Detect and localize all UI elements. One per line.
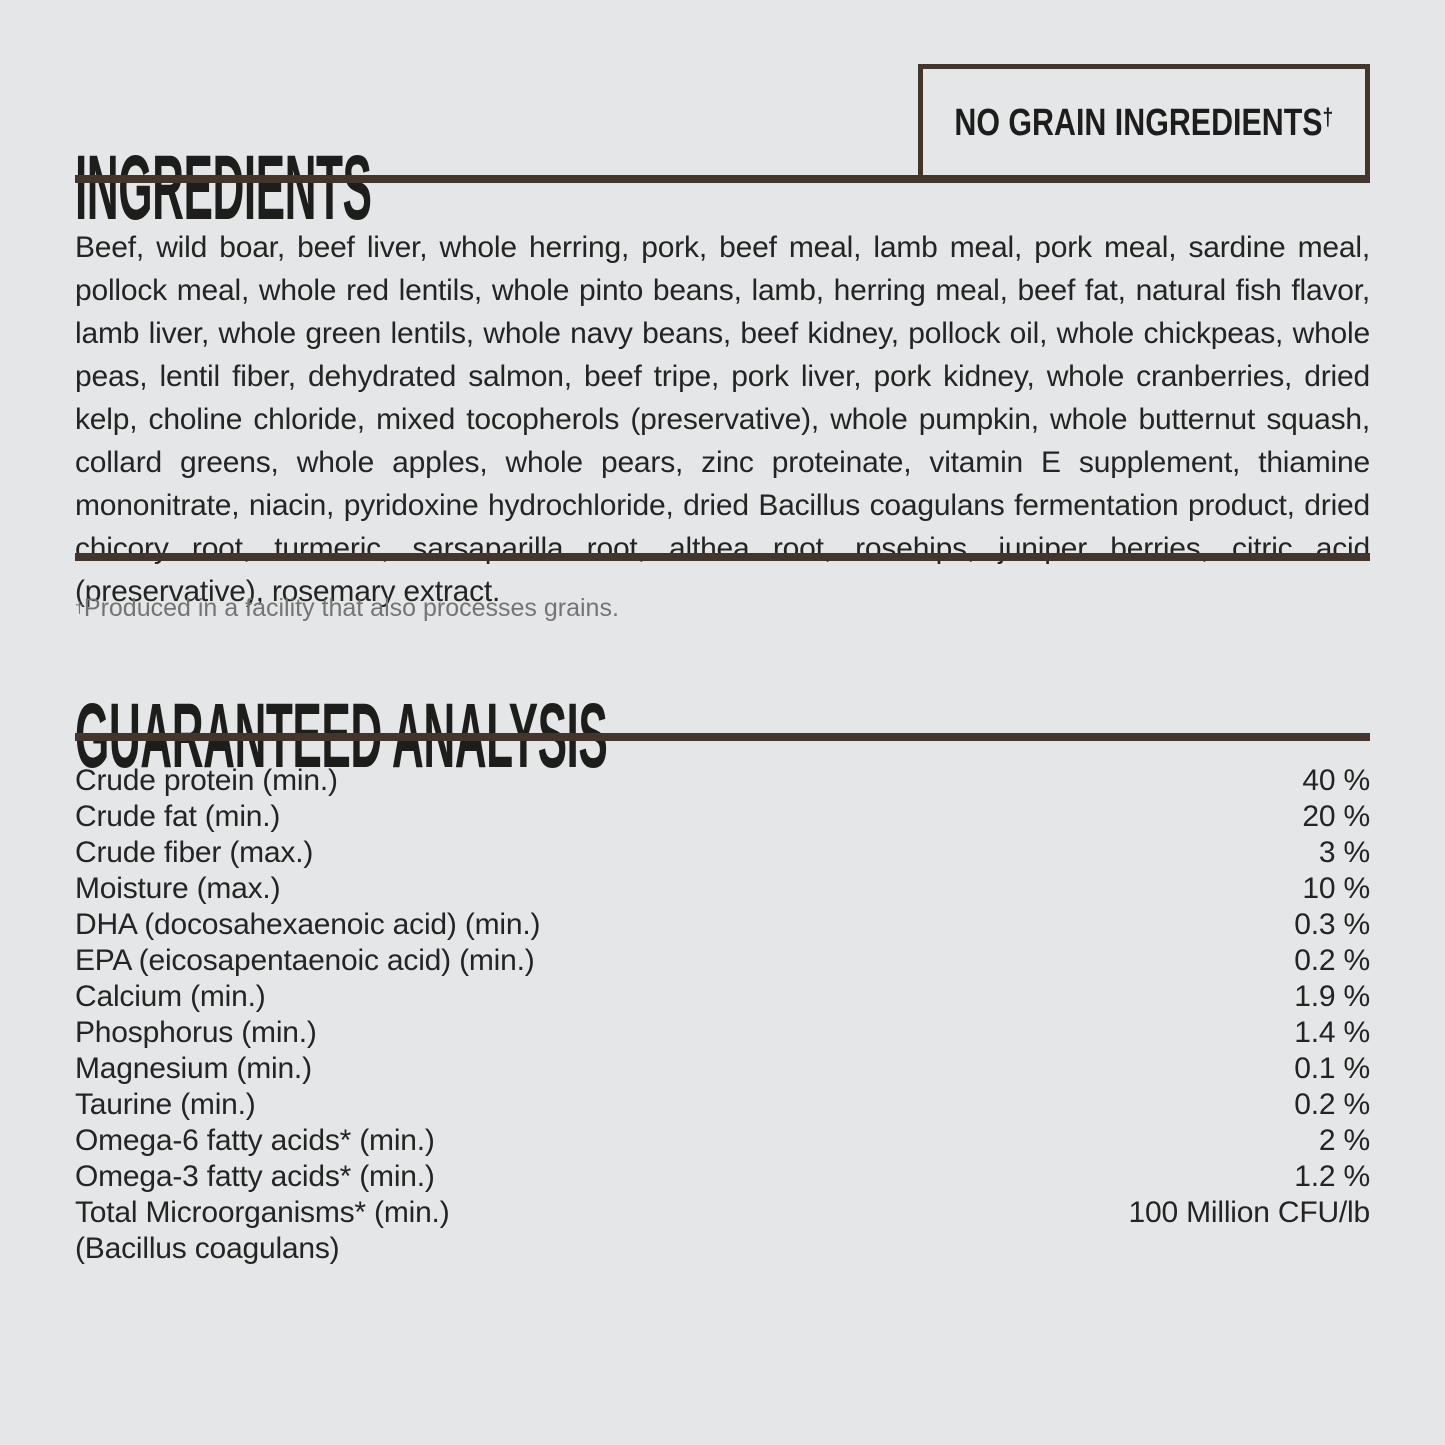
analysis-label: Phosphorus (min.) — [75, 1016, 317, 1049]
no-grain-badge-text: NO GRAIN INGREDIENTS† — [955, 102, 1334, 145]
no-grain-badge-dagger: † — [1322, 104, 1334, 131]
footnote-divider — [75, 553, 1370, 561]
analysis-label: Moisture (max.) — [75, 872, 281, 905]
grain-facility-footnote: †Produced in a facility that also proces… — [75, 592, 619, 624]
analysis-label: Magnesium (min.) — [75, 1052, 312, 1085]
table-row: Phosphorus (min.) 1.4 % — [75, 1015, 1370, 1051]
table-row: Crude fiber (max.) 3 % — [75, 835, 1370, 871]
analysis-value: 1.9 % — [1294, 980, 1370, 1013]
analysis-label: Omega-3 fatty acids* (min.) — [75, 1160, 435, 1193]
table-row: Calcium (min.) 1.9 % — [75, 979, 1370, 1015]
table-row: EPA (eicosapentaenoic acid) (min.) 0.2 % — [75, 943, 1370, 979]
table-row: Omega-6 fatty acids* (min.) 2 % — [75, 1123, 1370, 1159]
analysis-value: 2 % — [1318, 1124, 1370, 1157]
analysis-value: 100 Million CFU/lb — [1128, 1196, 1371, 1229]
no-grain-badge-label: NO GRAIN INGREDIENTS — [954, 102, 1323, 144]
analysis-label: Omega-6 fatty acids* (min.) — [75, 1124, 435, 1157]
analysis-label: Crude protein (min.) — [75, 764, 338, 797]
table-row: Crude protein (min.) 40 % — [75, 763, 1370, 799]
analysis-value: 20 % — [1302, 800, 1370, 833]
analysis-label: Crude fiber (max.) — [75, 836, 314, 869]
table-row: Moisture (max.) 10 % — [75, 871, 1370, 907]
ingredients-divider — [75, 175, 1370, 183]
analysis-value: 0.2 % — [1294, 1088, 1370, 1121]
analysis-value: 0.2 % — [1294, 944, 1370, 977]
analysis-value: 0.3 % — [1294, 908, 1370, 941]
table-row: Crude fat (min.) 20 % — [75, 799, 1370, 835]
ingredients-heading: INGREDIENTS — [75, 136, 372, 239]
analysis-value: 40 % — [1302, 764, 1370, 797]
analysis-label: Total Microorganisms* (min.) — [75, 1196, 450, 1229]
analysis-label: Calcium (min.) — [75, 980, 266, 1013]
analysis-label: Crude fat (min.) — [75, 800, 281, 833]
analysis-label: Taurine (min.) — [75, 1088, 256, 1121]
no-grain-badge: NO GRAIN INGREDIENTS† — [918, 64, 1370, 183]
analysis-value: 1.2 % — [1294, 1160, 1370, 1193]
table-row: Taurine (min.) 0.2 % — [75, 1087, 1370, 1123]
table-row: Magnesium (min.) 0.1 % — [75, 1051, 1370, 1087]
analysis-value: 3 % — [1318, 836, 1370, 869]
analysis-divider — [75, 733, 1370, 741]
guaranteed-analysis-table: Crude protein (min.) 40 % Crude fat (min… — [75, 763, 1370, 1267]
analysis-label: (Bacillus coagulans) — [75, 1232, 340, 1265]
footnote-text: Produced in a facility that also process… — [83, 594, 619, 622]
analysis-label: EPA (eicosapentaenoic acid) (min.) — [75, 944, 535, 977]
footnote-dagger: † — [75, 600, 84, 617]
analysis-value: 1.4 % — [1294, 1016, 1370, 1049]
table-row: DHA (docosahexaenoic acid) (min.) 0.3 % — [75, 907, 1370, 943]
table-row: (Bacillus coagulans) — [75, 1231, 1370, 1267]
analysis-label: DHA (docosahexaenoic acid) (min.) — [75, 908, 541, 941]
analysis-value: 0.1 % — [1294, 1052, 1370, 1085]
analysis-value: 10 % — [1302, 872, 1370, 905]
table-row: Total Microorganisms* (min.) 100 Million… — [75, 1195, 1370, 1231]
table-row: Omega-3 fatty acids* (min.) 1.2 % — [75, 1159, 1370, 1195]
label-panel: INGREDIENTS NO GRAIN INGREDIENTS† Beef, … — [75, 0, 1370, 1445]
